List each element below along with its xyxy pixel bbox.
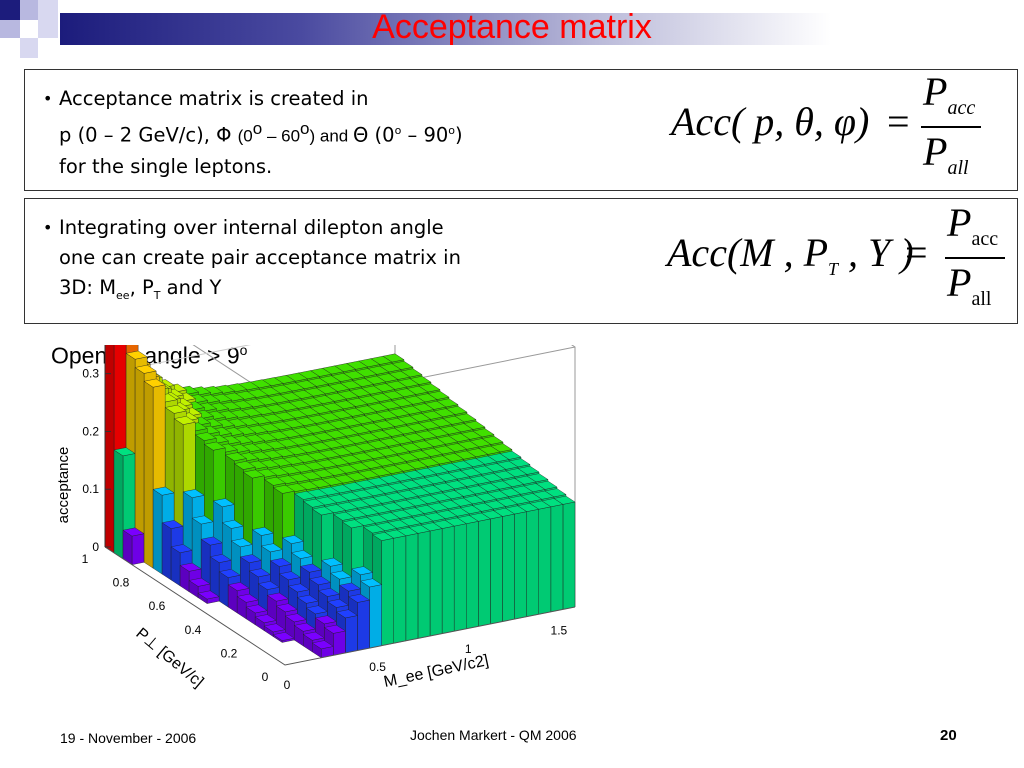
formula1-eq: = — [887, 99, 910, 144]
z-tick-label: 0.1 — [82, 482, 99, 496]
bullet-dot: • — [43, 218, 53, 237]
box1-line1: Acceptance matrix is created in — [59, 87, 369, 110]
formula2-num: Pacc — [947, 200, 999, 250]
x-tick-label: 0.5 — [369, 660, 386, 674]
x-tick-label: 1.5 — [551, 624, 568, 638]
z-tick-label: 0.2 — [82, 424, 99, 438]
lego-bar — [311, 640, 334, 659]
pair-acceptance-text: • Integrating over internal dilepton angl… — [43, 213, 461, 311]
formula1-lhs: Acc( p, θ, φ) — [671, 99, 870, 144]
z-tick-label: 0 — [92, 540, 99, 554]
corner-decoration — [0, 0, 58, 58]
box1-line2: p (0 – 2 GeV/c), Φ (0o – 60o) and Θ (0o … — [59, 119, 463, 147]
y-tick-label: 1 — [82, 552, 89, 566]
x-tick-label: 0 — [284, 678, 291, 692]
box2-line3: 3D: Mee, PT and Y — [59, 276, 222, 302]
acceptance-lego-plot: 00.10.20.30.4acceptance00.20.40.60.81P⊥ … — [55, 345, 576, 692]
single-lepton-text: • Acceptance matrix is created in p (0 – … — [43, 84, 463, 182]
formula1-num: Pacc — [923, 69, 976, 119]
x-axis-label: M_ee [GeV/c2] — [382, 652, 490, 691]
box1-line3: for the single leptons. — [59, 154, 273, 178]
formula2-fraction-line — [945, 257, 1005, 259]
header-bar — [60, 13, 1024, 45]
lego-bar — [323, 624, 346, 656]
formula2-den: Pall — [947, 260, 992, 310]
slide-title: Acceptance matrix — [372, 8, 652, 46]
pair-acceptance-formula: Acc(M , PT , Y ) = Pacc Pall — [661, 199, 1011, 321]
x-tick-label: 1 — [465, 642, 472, 656]
plot-bars — [104, 345, 576, 659]
single-lepton-box: • Acceptance matrix is created in p (0 – … — [24, 69, 1018, 191]
y-tick-label: 0.8 — [113, 576, 130, 590]
lego-bar — [197, 590, 220, 604]
y-tick-label: 0 — [262, 670, 269, 684]
formula1-fraction-line — [921, 126, 981, 128]
y-tick-label: 0.2 — [221, 646, 238, 660]
lego-bar — [122, 527, 145, 566]
footer-date: 19 - November - 2006 — [60, 730, 197, 746]
y-tick-label: 0.4 — [185, 623, 202, 637]
y-tick-label: 0.6 — [149, 599, 166, 613]
page-number: 20 — [940, 727, 957, 744]
z-axis-label: acceptance — [55, 447, 72, 524]
lego-bar — [272, 632, 295, 643]
z-tick-label: 0.3 — [82, 367, 99, 381]
formula2-eq: = — [905, 230, 928, 275]
box2-line1: Integrating over internal dilepton angle — [59, 216, 444, 239]
pair-acceptance-box: • Integrating over internal dilepton angl… — [24, 198, 1018, 324]
formula2-lhs: Acc(M , PT , Y ) — [667, 230, 914, 279]
bullet-dot: • — [43, 89, 53, 108]
formula1-den: Pall — [923, 129, 969, 179]
footer-author: Jochen Markert - QM 2006 — [410, 727, 577, 743]
single-acceptance-formula: Acc( p, θ, φ) = Pacc Pall — [665, 69, 1005, 188]
box2-line2: one can create pair acceptance matrix in — [59, 246, 461, 269]
